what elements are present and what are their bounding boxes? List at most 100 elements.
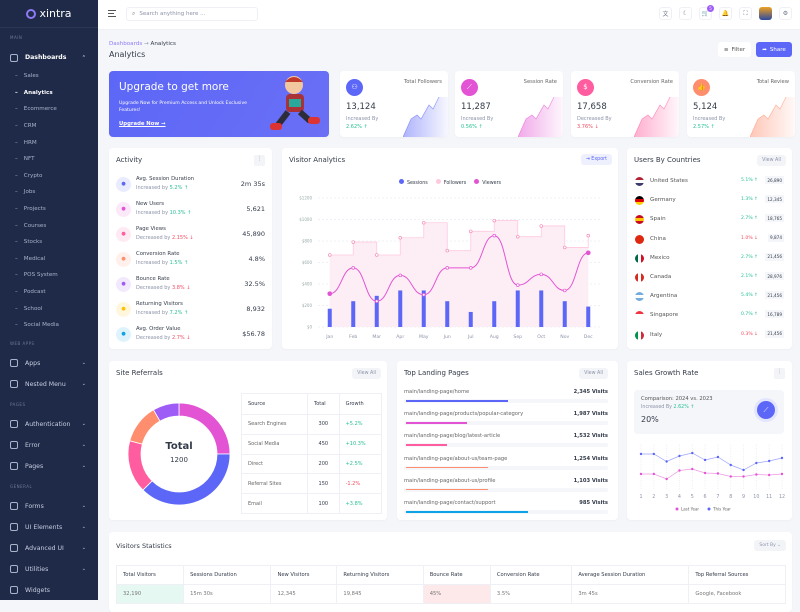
stat-label: Total Followers — [403, 79, 442, 85]
sidebar-subitem[interactable]: CRM — [0, 118, 98, 135]
sidebar-subitem[interactable]: Podcast — [0, 284, 98, 301]
activity-icon: ● — [116, 302, 131, 317]
sessions-bar — [562, 301, 567, 327]
country-row: Argentina 5.4% ↑ 21,456 — [635, 290, 784, 304]
menu-toggle-icon[interactable] — [108, 10, 116, 17]
landing-page-link[interactable]: main/landing-page/blog/latest-article — [404, 433, 501, 440]
landing-page-link[interactable]: main/landing-page/contact/support — [404, 500, 496, 506]
legend-item: Sessions — [398, 179, 428, 186]
sidebar-item-nested-menu[interactable]: Nested Menu ⌄ — [0, 374, 98, 395]
sidebar-subitem[interactable]: Ecommerce — [0, 101, 98, 118]
y-tick-label: $1200 — [299, 196, 312, 201]
y-tick-label: $600 — [302, 260, 313, 265]
sidebar-subitem[interactable]: Crypto — [0, 168, 98, 185]
gear-icon[interactable]: ⚙ — [779, 7, 792, 20]
site-referrals-donut — [127, 402, 231, 506]
filter-icon: ≡ — [723, 46, 729, 53]
search-box[interactable]: ⌕ Search anything here ... — [126, 7, 258, 21]
landing-page-link[interactable]: main/landing-page/about-us/team-page — [404, 455, 508, 462]
moon-icon[interactable]: ☾ — [679, 7, 692, 20]
x-tick-label: 3 — [665, 494, 668, 500]
viewers-point — [374, 299, 379, 303]
landing-page-link[interactable]: main/landing-page/home — [404, 389, 470, 395]
sidebar-item-ui-elements[interactable]: UI Elements ⌄ — [0, 517, 98, 538]
sort-by-dropdown[interactable]: Sort By ⌄ — [754, 540, 786, 551]
export-button[interactable]: ⇥ Export — [580, 154, 612, 165]
sidebar-subitem[interactable]: Medical — [0, 251, 98, 268]
search-input[interactable]: Search anything here ... — [139, 11, 206, 17]
viewers-line — [329, 235, 589, 302]
more-options-button[interactable]: ⋮ — [774, 368, 785, 379]
flag-icon — [635, 311, 644, 321]
sidebar-subitem[interactable]: NFT — [0, 151, 98, 168]
x-tick-label: Sep — [513, 334, 522, 340]
sidebar-subitem[interactable]: Courses — [0, 217, 98, 234]
activity-item: ● Returning Visitors Increased by 7.2% ↑… — [116, 300, 265, 322]
sidebar-item-advanced-ui[interactable]: Advanced UI ⌄ — [0, 538, 98, 559]
x-tick-label: Jan — [325, 334, 333, 340]
series-point — [639, 452, 643, 456]
sidebar-subitem[interactable]: Projects — [0, 201, 98, 218]
view-all-button[interactable]: View All — [579, 368, 608, 379]
series-point — [703, 471, 707, 475]
landing-page-link[interactable]: main/landing-page/products/popular-categ… — [404, 411, 524, 418]
sidebar-subitem[interactable]: Social Media — [0, 317, 98, 334]
x-tick-label: 4 — [678, 494, 681, 500]
series-point — [767, 473, 771, 477]
filter-button[interactable]: ≡ Filter — [718, 42, 751, 57]
more-options-button[interactable]: ⋮ — [254, 155, 265, 166]
logo[interactable]: xintra — [0, 0, 98, 28]
banner-title: Upgrade to get more — [119, 81, 229, 93]
progress-bar — [404, 487, 608, 492]
dollar-icon: $ — [577, 79, 594, 96]
series-point — [665, 460, 668, 463]
table-row: Search Engines 300 +5.2% — [241, 414, 383, 435]
sidebar-subitem[interactable]: Analytics — [0, 85, 98, 102]
sidebar-item-forms[interactable]: Forms ⌄ — [0, 496, 98, 517]
landing-page-link[interactable]: main/landing-page/about-us/profile — [404, 477, 496, 484]
sidebar-subitem[interactable]: Sales — [0, 68, 98, 85]
activity-value: 32.5% — [244, 280, 265, 288]
translate-icon[interactable]: 文 — [659, 7, 672, 20]
flag-icon — [635, 253, 644, 263]
progress-bar — [404, 465, 608, 470]
card-title: Activity — [116, 156, 143, 164]
sidebar-subitem[interactable]: School — [0, 300, 98, 317]
view-all-button[interactable]: View All — [352, 368, 381, 379]
sidebar-item-pages[interactable]: Pages ⌄ — [0, 456, 98, 477]
sidebar-item-apps[interactable]: Apps ⌄ — [0, 353, 98, 374]
activity-value: 8,932 — [246, 305, 265, 313]
fullscreen-icon[interactable]: ⛶ — [739, 7, 752, 20]
series-point — [716, 455, 720, 459]
sidebar-item-widgets[interactable]: Widgets — [0, 580, 98, 601]
sidebar-item-dashboards[interactable]: Dashboards ⌃ — [0, 47, 98, 68]
cart-icon[interactable]: 🛒 5 — [699, 5, 714, 20]
x-tick-label: 2 — [652, 494, 655, 500]
sessions-bar — [327, 308, 332, 327]
series-point — [639, 472, 643, 476]
chart-icon: ⟋ — [757, 401, 775, 419]
sessions-bar — [351, 301, 356, 327]
activity-item: ● Page Views Decreased by 2.15% ↓ 45,890 — [116, 225, 265, 247]
avatar[interactable] — [759, 7, 772, 20]
breadcrumb-link[interactable]: Dashboards — [109, 41, 143, 47]
sidebar-subitem[interactable]: POS System — [0, 267, 98, 284]
series-point — [742, 475, 745, 478]
view-all-button[interactable]: View All — [757, 155, 786, 166]
sidebar-item-authentication[interactable]: Authentication ⌄ — [0, 414, 98, 435]
chevron-down-icon: ⌄ — [81, 360, 86, 366]
sidebar-subitem[interactable]: Jobs — [0, 184, 98, 201]
legend-marker — [707, 507, 711, 511]
viewers-point — [422, 292, 426, 297]
sidebar-subitem[interactable]: HRM — [0, 134, 98, 151]
share-button[interactable]: ➦ Share — [756, 42, 792, 57]
sidebar-item-utilities[interactable]: Utilities ⌄ — [0, 559, 98, 580]
y-tick-label: $400 — [302, 282, 313, 287]
upgrade-now-link[interactable]: Upgrade Now → — [119, 121, 166, 127]
sessions-bar — [539, 290, 544, 327]
activity-item: ● Conversion Rate Increased by 1.5% ↑ 4.… — [116, 250, 265, 272]
sidebar-subitem[interactable]: Stocks — [0, 234, 98, 251]
sidebar-item-error[interactable]: Error ⌄ — [0, 435, 98, 456]
bell-icon[interactable]: 🔔 — [719, 7, 732, 20]
